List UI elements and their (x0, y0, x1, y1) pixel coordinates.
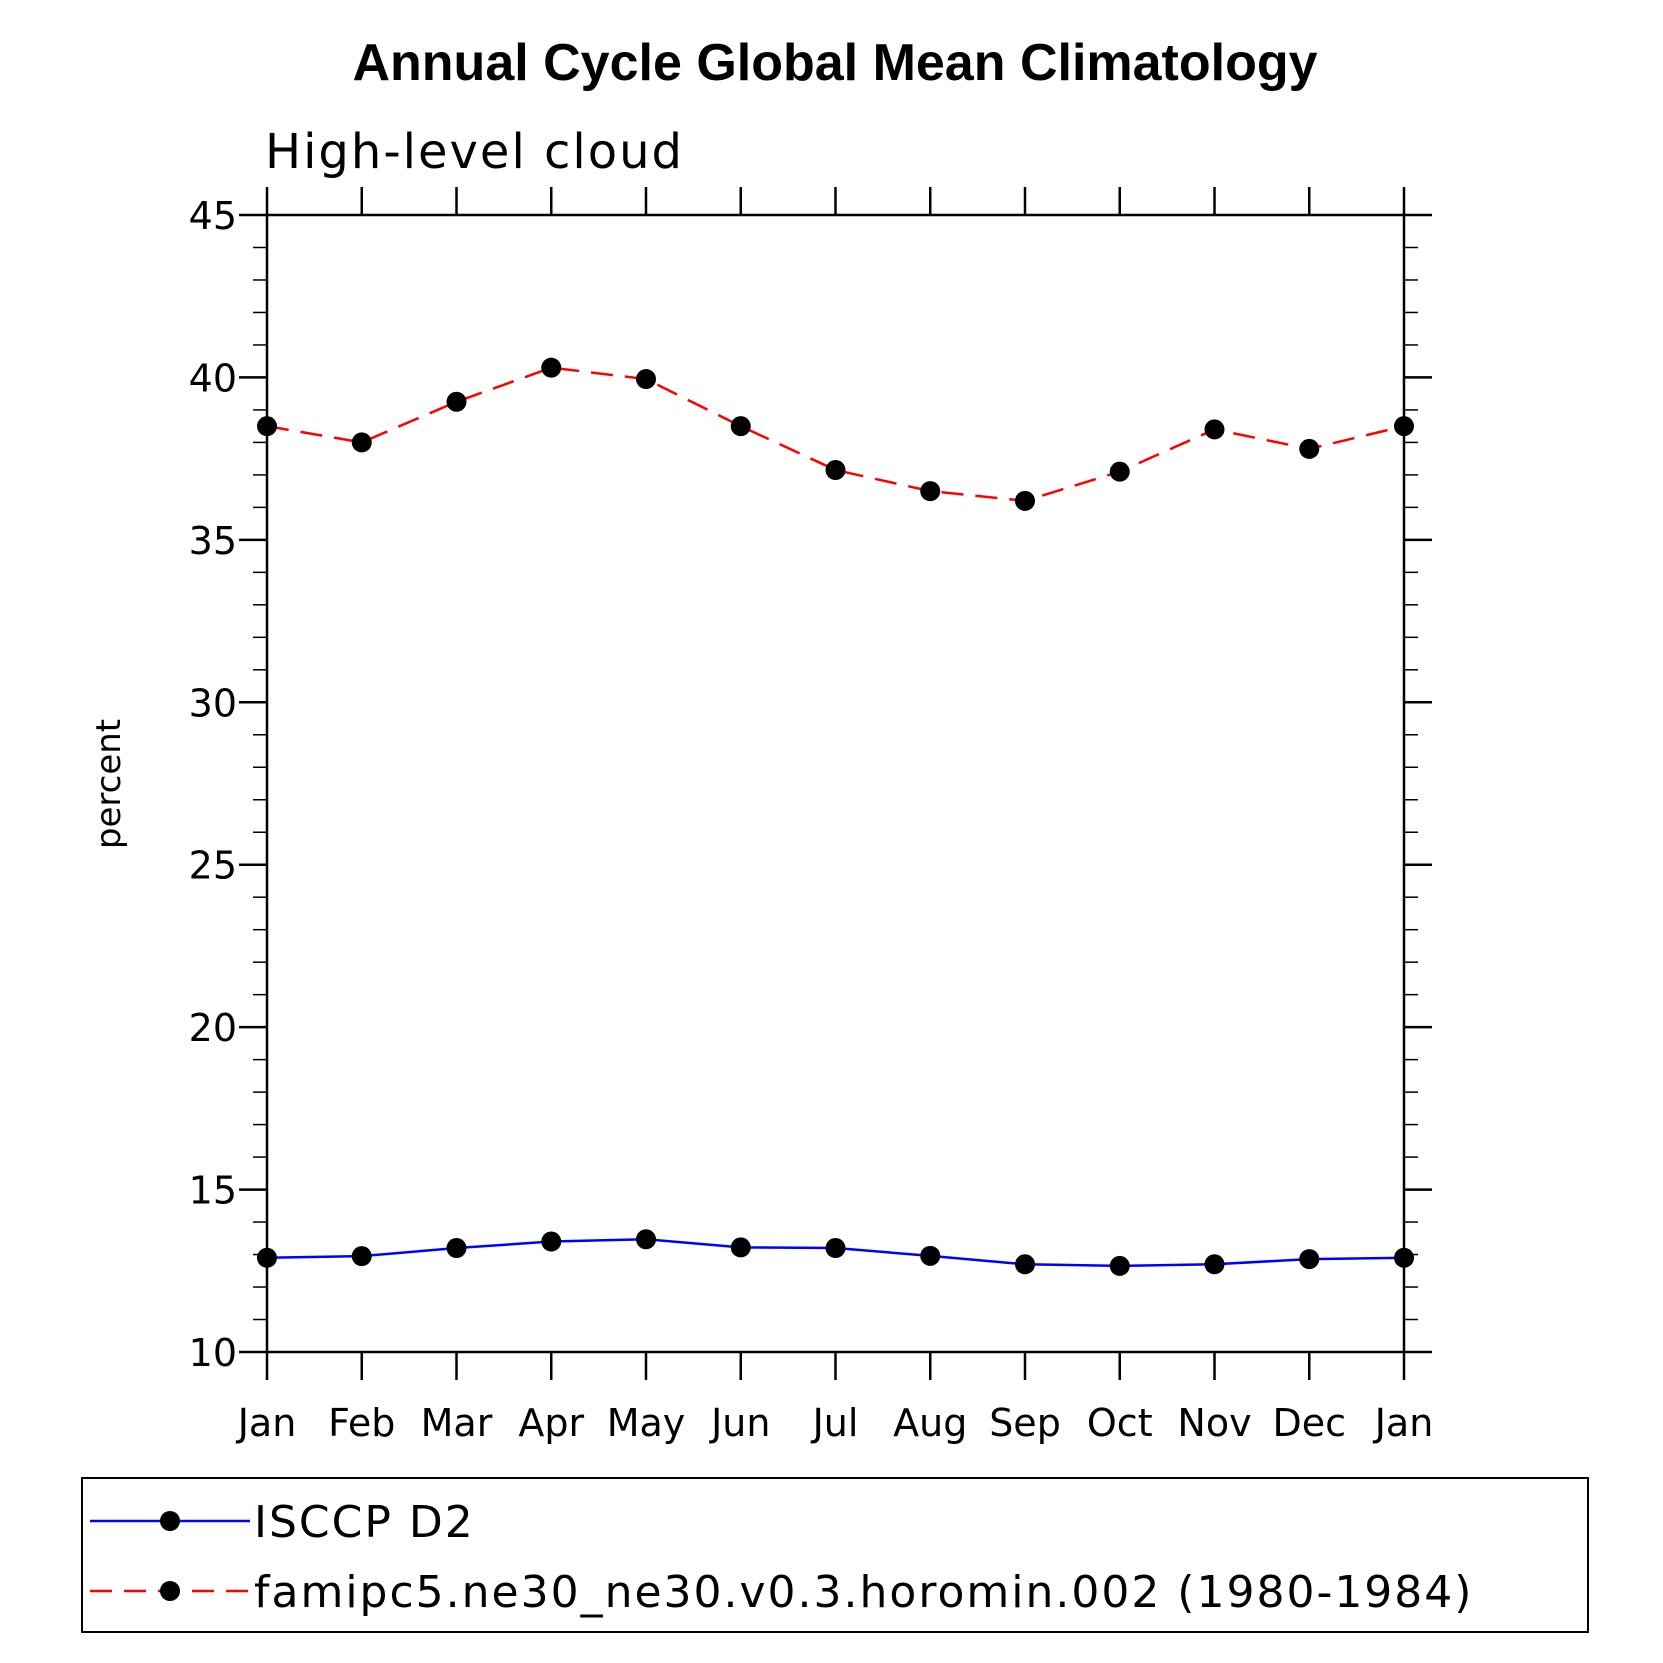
y-tick-label: 40 (189, 356, 237, 400)
chart-title: Annual Cycle Global Mean Climatology (352, 34, 1317, 92)
y-tick-label: 45 (189, 194, 237, 238)
data-point (1015, 490, 1035, 511)
data-point (257, 1247, 277, 1268)
y-tick-label: 30 (189, 681, 237, 725)
x-tick-label: Jul (811, 1401, 859, 1445)
data-point (446, 1238, 467, 1259)
data-point (1394, 416, 1414, 437)
legend-label: famipc5.ne30_ne30.v0.3.horomin.002 (1980… (254, 1567, 1473, 1618)
axes: 10 15 20 25 30 35 40 45 Jan Feb Mar Apr May Jun Jul Aug… (189, 187, 1434, 1445)
legend-item: famipc5.ne30_ne30.v0.3.horomin.002 (1980… (90, 1567, 1473, 1618)
series-2 (257, 357, 1414, 511)
data-point (1204, 1254, 1225, 1275)
legend-marker (160, 1511, 180, 1531)
series-layer (257, 357, 1414, 1276)
y-tick-label: 35 (189, 519, 237, 563)
x-tick-label: Dec (1272, 1401, 1346, 1445)
x-tick-label: Nov (1177, 1401, 1251, 1445)
x-tick-label: Oct (1087, 1401, 1153, 1445)
y-tick-label: 15 (189, 1169, 237, 1213)
legend-marker (160, 1581, 180, 1601)
series-1 (257, 1229, 1414, 1276)
series-line (266, 366, 1405, 503)
data-point (636, 1229, 656, 1250)
data-point (825, 1238, 846, 1259)
legend-label: ISCCP D2 (254, 1497, 475, 1548)
legend-box (81, 1477, 1589, 1633)
data-point (257, 416, 277, 437)
data-point (1394, 1247, 1414, 1268)
plot-frame (265, 213, 1406, 1354)
data-point (541, 357, 562, 378)
x-tick-label: Aug (893, 1401, 967, 1445)
data-point (1299, 1249, 1320, 1270)
x-tick-label: Jun (709, 1401, 770, 1445)
data-point (920, 1245, 941, 1266)
data-point (446, 391, 467, 412)
data-point (825, 460, 846, 481)
data-point (920, 481, 941, 502)
y-tick-label: 10 (189, 1331, 237, 1375)
x-tick-label: Jan (236, 1401, 297, 1445)
x-tick-label: Apr (518, 1401, 584, 1445)
data-point (351, 432, 372, 453)
data-point (1109, 461, 1130, 482)
data-point (1015, 1254, 1035, 1275)
data-point (351, 1246, 372, 1267)
x-tick-label: Mar (421, 1401, 493, 1445)
legend: ISCCP D2 famipc5.ne30_ne30.v0.3.horomin.0… (81, 1477, 1589, 1633)
y-axis-label: percent (89, 719, 129, 849)
x-tick-label: Sep (989, 1401, 1061, 1445)
x-tick-label: Feb (328, 1401, 395, 1445)
data-point (1204, 419, 1225, 440)
data-point (730, 416, 751, 437)
x-tick-label: Jan (1373, 1401, 1434, 1445)
y-tick-label: 25 (189, 844, 237, 888)
x-tick-label: May (607, 1401, 686, 1445)
data-point (541, 1231, 562, 1252)
chart-subtitle: High-level cloud (265, 124, 684, 180)
data-point (636, 369, 656, 390)
data-point (1109, 1255, 1130, 1276)
legend-item: ISCCP D2 (90, 1497, 475, 1548)
data-point (730, 1237, 751, 1258)
data-point (1299, 438, 1320, 459)
y-tick-label: 20 (189, 1006, 237, 1050)
